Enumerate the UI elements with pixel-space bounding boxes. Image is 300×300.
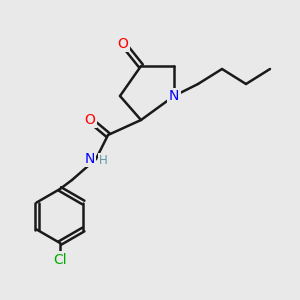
Text: N: N <box>169 89 179 103</box>
Text: O: O <box>118 37 128 50</box>
Text: N: N <box>84 152 94 166</box>
Text: Cl: Cl <box>53 253 67 266</box>
Text: H: H <box>99 154 108 167</box>
Text: O: O <box>85 113 95 127</box>
